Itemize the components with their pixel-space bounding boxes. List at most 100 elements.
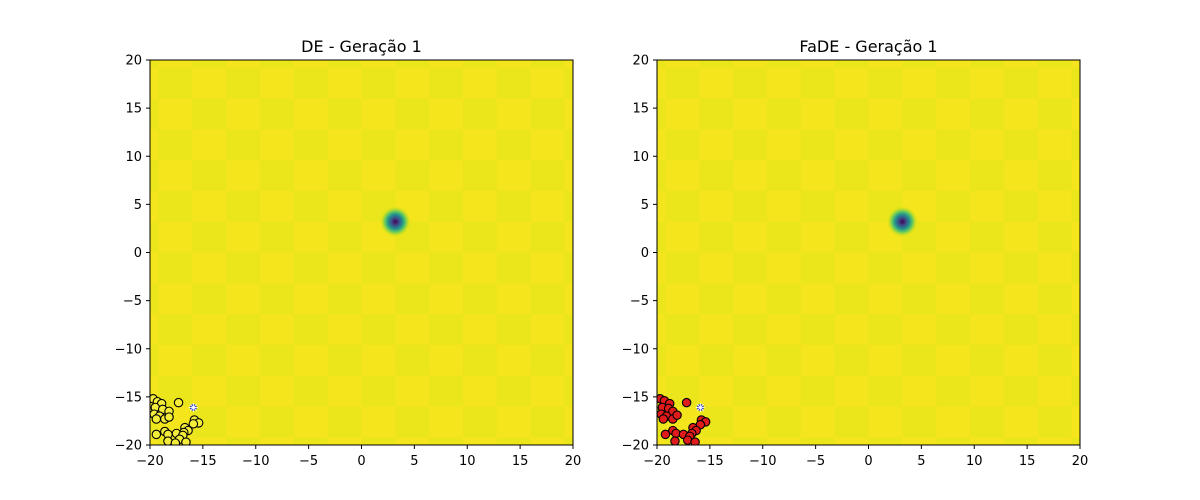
heatmap-cell (1037, 160, 1072, 191)
x-tick-label: −20 (643, 454, 670, 469)
x-tick-label: −10 (749, 454, 776, 469)
heatmap-cell (834, 221, 869, 253)
heatmap-cell (564, 67, 573, 99)
heatmap-cell (158, 252, 193, 284)
heatmap-cell (766, 406, 801, 438)
heatmap-cell (766, 160, 801, 191)
scatter-point (164, 412, 174, 422)
heatmap-cell (657, 221, 666, 253)
heatmap-cell (699, 283, 734, 315)
heatmap-cell (395, 98, 430, 130)
heatmap-cell (226, 314, 260, 345)
heatmap-cell (192, 60, 227, 68)
heatmap-cell (936, 375, 971, 407)
x-tick-label: 20 (1072, 454, 1089, 469)
heatmap-cell (429, 129, 464, 161)
heatmap-cell (834, 406, 869, 438)
heatmap-cell (936, 190, 971, 222)
heatmap-cell (327, 344, 362, 376)
heatmap-cell (1037, 221, 1072, 253)
heatmap-cell (395, 344, 430, 376)
heatmap-cell (800, 252, 835, 284)
heatmap-cell (429, 437, 464, 445)
heatmap-cell (970, 98, 1004, 130)
heatmap-cell (868, 437, 903, 445)
heatmap-cell (327, 283, 362, 315)
x-tick-label: −15 (696, 454, 723, 469)
scatter-point (170, 438, 181, 445)
heatmap-cell (259, 344, 294, 376)
heatmap-cell (429, 375, 464, 407)
heatmap-cell (259, 406, 294, 438)
y-tick-label: −20 (115, 439, 142, 454)
scatter-point (690, 437, 700, 445)
heatmap-cell (902, 283, 937, 315)
heatmap-cell (733, 437, 767, 445)
heatmap-cell (150, 160, 159, 191)
scatter-point (151, 429, 162, 440)
heatmap-cell (463, 98, 497, 130)
heatmap-cell (699, 60, 734, 68)
scatter-point (151, 414, 162, 424)
heatmap-cell (1037, 60, 1072, 68)
heatmap-cell (970, 406, 1004, 438)
heatmap-cell (226, 437, 260, 445)
x-tick-label: 15 (512, 454, 529, 469)
heatmap-cell (361, 437, 396, 445)
x-tick-label: −10 (242, 454, 269, 469)
heatmap-cell (496, 375, 531, 407)
heatmap-cell (1003, 67, 1038, 99)
heatmap-cell (327, 221, 362, 253)
heatmap-cell (429, 67, 464, 99)
y-tick-label: −20 (622, 439, 649, 454)
y-tick-label: 15 (632, 102, 649, 117)
y-tick-label: −15 (622, 390, 649, 405)
y-tick-label: −10 (115, 342, 142, 357)
heatmap-cell (657, 60, 666, 68)
global-minimum (379, 205, 412, 238)
heatmap-cell (395, 406, 430, 438)
heatmap-cell (699, 160, 734, 191)
heatmap-cell (1037, 344, 1072, 376)
y-tick-label: 5 (641, 198, 649, 213)
heatmap-cell (834, 98, 869, 130)
heatmap-cell (463, 160, 497, 191)
y-tick-label: 20 (632, 54, 649, 69)
heatmap-cell (766, 283, 801, 315)
heatmap-cell (530, 344, 565, 376)
heatmap-cell (834, 160, 869, 191)
y-tick-label: 0 (134, 246, 142, 261)
heatmap-cell (429, 252, 464, 284)
heatmap-cell (657, 283, 666, 315)
heatmap-cell (259, 60, 294, 68)
heatmap-cell (1037, 283, 1072, 315)
heatmap-cell (226, 190, 260, 222)
heatmap-cell (293, 129, 328, 161)
heatmap-cell (1003, 129, 1038, 161)
heatmap-cell (665, 67, 700, 99)
population-points (150, 394, 204, 445)
heatmap-cell (327, 406, 362, 438)
best-marker (695, 402, 705, 412)
heatmap-cell (1003, 190, 1038, 222)
panel-de: DE - Geração 1 −20 −15 −10 −5 0 5 10 15 20 −20 −15… (115, 37, 582, 469)
heatmap-cell (293, 437, 328, 445)
heatmap-cell (361, 129, 396, 161)
heatmap-cell (834, 60, 869, 68)
heatmap-cell (970, 60, 1004, 68)
heatmap-cell (699, 98, 734, 130)
heatmap-cell (564, 437, 573, 445)
heatmap-cell (1037, 406, 1072, 438)
heatmap-cell (657, 98, 666, 130)
heatmap-cell (496, 252, 531, 284)
heatmap-cell (293, 314, 328, 345)
x-tick-label: −5 (299, 454, 318, 469)
x-tick-label: 5 (917, 454, 925, 469)
heatmap-cell (766, 344, 801, 376)
y-tick-label: 15 (125, 102, 142, 117)
heatmap-cell (158, 314, 193, 345)
x-tick-label: 10 (966, 454, 983, 469)
y-tick-label: −5 (630, 294, 649, 309)
heatmap-cell (395, 60, 430, 68)
